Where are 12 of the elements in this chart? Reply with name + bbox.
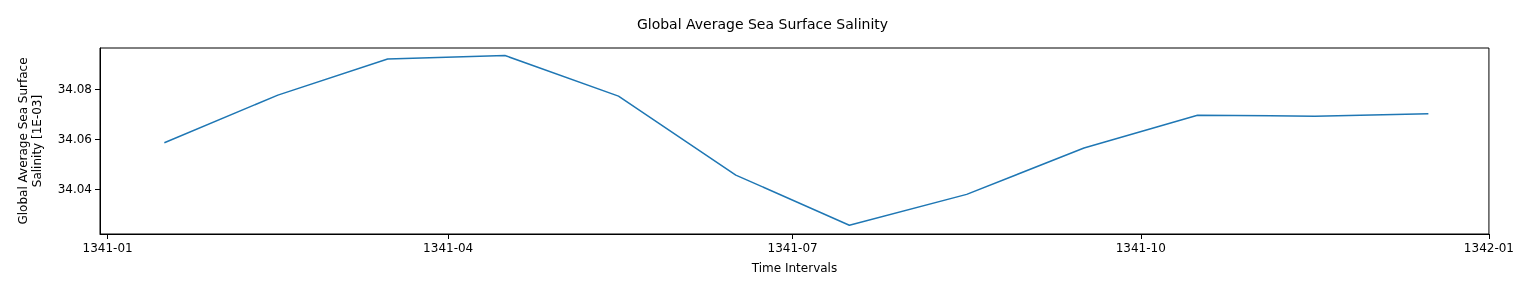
x-axis-title: Time Intervals [750,261,838,275]
chart-title: Global Average Sea Surface Salinity [636,16,889,32]
x-tick-label: 1341-04 [423,241,474,255]
y-tick-label: 34.06 [57,131,92,146]
y-tick-label: 34.08 [57,81,92,96]
x-tick-label: 1341-10 [1115,241,1166,255]
x-tick-label: 1341-07 [767,241,818,255]
x-tick-label: 1341-01 [82,241,133,255]
y-tick-label: 34.04 [57,182,92,197]
x-tick-label: 1342-01 [1463,241,1514,255]
line-series [163,54,1430,226]
y-axis-title: Global Average Sea Surface Salinity [1E-03] [16,57,44,225]
